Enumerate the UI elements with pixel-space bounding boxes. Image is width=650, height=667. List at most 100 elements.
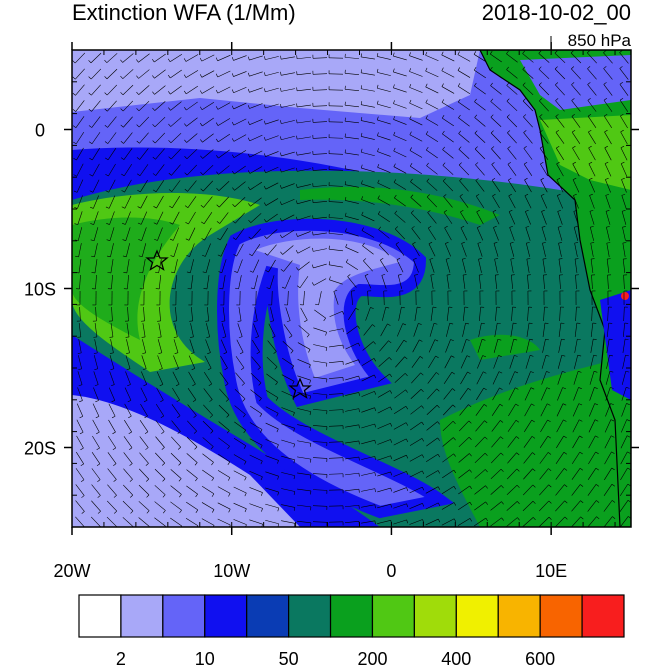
wind-barb: [442, 133, 454, 143]
wind-barb: [490, 517, 502, 527]
wind-barb: [460, 371, 468, 385]
wind-barb: [249, 270, 254, 273]
wind-barb: [266, 229, 278, 239]
wind-barb: [78, 355, 82, 369]
wind-barb: [136, 59, 139, 63]
wind-barb: [459, 180, 469, 192]
wind-barb: [173, 339, 179, 353]
wind-barb: [572, 403, 580, 417]
wind-barb: [312, 441, 328, 443]
wind-barb: [275, 381, 278, 386]
wind-barb: [572, 147, 580, 161]
wind-barb: [609, 354, 614, 357]
wind-barb: [261, 508, 263, 512]
wind-barb: [154, 517, 166, 527]
wind-barb: [249, 487, 263, 493]
wind-barb: [312, 153, 328, 155]
wind-barb: [539, 132, 549, 144]
wind-barb: [625, 354, 629, 357]
wind-barb: [110, 323, 114, 337]
wind-barb: [428, 243, 436, 257]
wind-barb: [459, 404, 469, 416]
wind-barb: [157, 336, 162, 338]
wind-barb: [404, 356, 408, 360]
wind-barb: [189, 339, 195, 353]
wind-barb: [508, 195, 516, 209]
wind-barb: [506, 114, 510, 118]
wind-barb: [573, 193, 577, 196]
wind-barb: [523, 419, 533, 433]
wind-barb: [77, 387, 83, 401]
wind-barb: [531, 436, 536, 439]
wind-barb: [457, 54, 471, 62]
wind-barb: [265, 519, 279, 525]
wind-barb: [571, 82, 575, 85]
wind-barb: [481, 339, 486, 341]
wind-barb: [516, 436, 520, 439]
wind-barb: [138, 69, 150, 79]
wind-barb: [607, 274, 609, 290]
wind-barb: [589, 227, 595, 241]
wind-barb: [121, 173, 125, 177]
wind-barb: [444, 227, 452, 241]
wind-barb: [525, 355, 531, 369]
wind-barb: [587, 50, 591, 54]
wind-barb: [126, 259, 130, 273]
wind-barb: [393, 116, 396, 120]
wind-barb: [571, 131, 581, 145]
wind-barb: [158, 275, 162, 289]
wind-barb: [297, 375, 311, 381]
wind-barb: [441, 54, 455, 62]
wind-barb: [146, 478, 149, 482]
wind-barb: [157, 355, 163, 369]
wind-barb: [409, 163, 413, 167]
wind-barb: [255, 336, 259, 339]
wind-barb: [525, 371, 531, 385]
wind-barb: [426, 181, 438, 191]
wind-barb: [174, 323, 178, 337]
wind-barb: [418, 323, 422, 325]
wind-barb: [155, 271, 159, 274]
wind-barb: [572, 419, 580, 433]
wind-barb: [172, 371, 180, 385]
wind-barb: [106, 500, 118, 512]
wind-barb: [409, 115, 412, 120]
wind-barb: [557, 355, 563, 369]
wind-barb: [249, 87, 263, 93]
wind-barb: [276, 428, 279, 433]
wind-barb: [511, 306, 513, 322]
wind-barb: [217, 486, 231, 494]
wind-barb: [571, 100, 581, 112]
wind-barb: [476, 371, 484, 385]
wind-barb: [124, 179, 132, 193]
wind-barb: [443, 371, 453, 385]
wind-barb: [170, 85, 182, 95]
wind-barb: [329, 279, 343, 285]
wind-barb: [104, 92, 108, 96]
wind-barb: [91, 100, 101, 112]
wind-barb: [281, 198, 295, 206]
wind-barb: [72, 92, 76, 96]
wind-barb: [555, 98, 559, 101]
wind-barb: [328, 377, 344, 379]
wind-barb: [297, 488, 311, 492]
wind-barb: [577, 354, 582, 357]
wind-barb: [351, 291, 353, 305]
wind-barb: [168, 189, 173, 192]
wind-barb: [421, 438, 425, 442]
wind-barb: [169, 205, 173, 209]
wind-barb: [437, 454, 441, 458]
wind-barb: [168, 91, 171, 95]
wind-barb: [238, 336, 243, 339]
wind-barb: [74, 52, 86, 64]
wind-barb: [218, 165, 230, 175]
wind-barb: [145, 463, 149, 466]
wind-barb: [529, 322, 533, 324]
wind-barb: [469, 518, 473, 522]
wind-barb: [137, 222, 142, 225]
wind-barb: [394, 228, 406, 240]
wind-barb: [589, 193, 593, 196]
wind-barb: [374, 504, 376, 509]
wind-barb: [493, 227, 499, 241]
wind-barb: [459, 196, 469, 208]
